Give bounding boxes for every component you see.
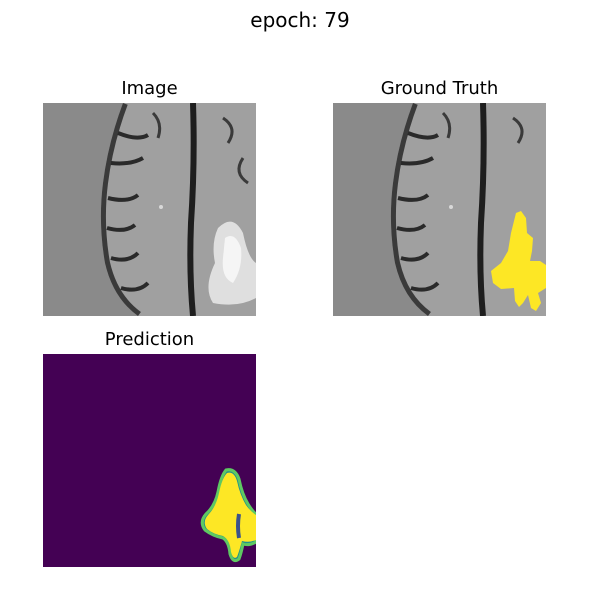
ground-truth-mask (491, 211, 546, 311)
mri-image (43, 103, 256, 316)
ground-truth-overlay (333, 103, 546, 316)
image-panel-title: Image (121, 78, 178, 99)
prediction-panel-title: Prediction (104, 329, 195, 350)
figure-title: epoch: 79 (250, 8, 350, 32)
prediction-mask (204, 472, 256, 558)
ground-truth-panel (333, 103, 546, 316)
ground-truth-panel-title: Ground Truth (380, 78, 499, 99)
prediction-map (43, 354, 256, 567)
image-panel (43, 103, 256, 316)
prediction-panel (43, 354, 256, 567)
